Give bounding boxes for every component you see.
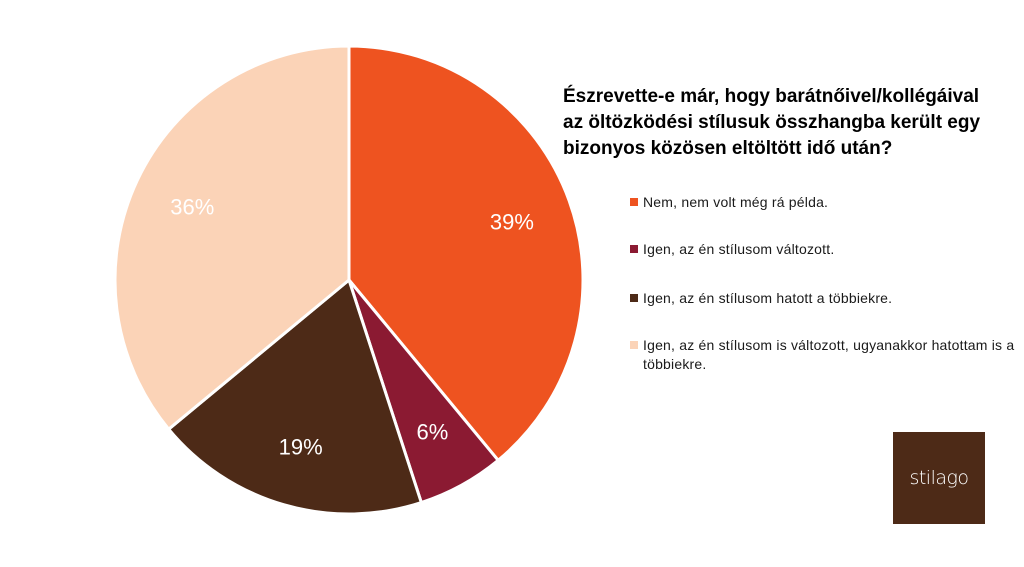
slice-label-2: 6% [417,420,449,445]
chart-title: Észrevette-e már, hogy barátnőivel/kollé… [563,86,981,159]
pie-slice-1 [347,44,585,463]
slice-label-4: 36% [170,194,214,219]
legend-label-4: Igen, az én stílusom is változott, ugyan… [643,337,1015,372]
legend-item-1: Nem, nem volt még rá példa. [630,193,1023,212]
pie-slice-4 [113,44,351,432]
stilago-logo: stilago [893,432,985,524]
legend-label-2: Igen, az én stílusom változott. [643,241,835,257]
legend-label-1: Nem, nem volt még rá példa. [643,194,829,210]
legend-swatch-2 [630,245,638,253]
slice-label-1: 39% [490,209,534,234]
legend-swatch-4 [630,341,638,349]
legend-swatch-3 [630,294,638,302]
slice-label-3: 19% [279,434,323,459]
pie-slice-3 [166,277,424,516]
legend-item-3: Igen, az én stílusom hatott a többiekre. [630,289,1023,308]
legend-label-3: Igen, az én stílusom hatott a többiekre. [643,290,893,306]
pie-chart: 39% 6% 19% 36% [113,44,585,516]
legend-item-4: Igen, az én stílusom is változott, ugyan… [630,336,1018,374]
legend-item-2: Igen, az én stílusom változott. [630,240,1023,259]
legend-swatch-1 [630,198,638,206]
logo-text: stilago [909,467,969,489]
